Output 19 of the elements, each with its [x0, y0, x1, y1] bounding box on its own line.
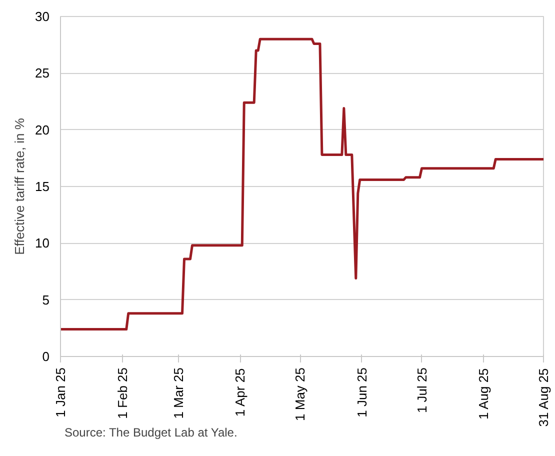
y-tick-label: 15: [35, 179, 50, 194]
x-tick-label: 31 Aug 25: [536, 368, 551, 427]
y-axis-title: Effective tariff rate, in %: [12, 118, 28, 255]
x-tick-label: 1 Jul 25: [414, 367, 430, 414]
source-note: Source: The Budget Lab at Yale.: [64, 426, 238, 440]
line-series: [60, 38, 544, 331]
y-tick-label: 5: [42, 292, 50, 308]
x-tick-label: 1 Jun 25: [354, 368, 370, 418]
y-tick-label: 20: [35, 122, 50, 138]
x-tick-label: 1 Jan 25: [53, 368, 68, 418]
y-tick-label: 25: [35, 66, 50, 81]
y-tick-label: 10: [35, 236, 50, 251]
y-tick-label: 0: [42, 349, 50, 364]
x-tick-label: 1 Feb 25: [114, 367, 130, 419]
x-tick-label: 1 May 25: [292, 367, 308, 421]
x-tick-label: 1 Apr 25: [232, 368, 248, 417]
y-tick-label: 30: [35, 9, 50, 24]
x-tick-label: 1 Aug 25: [476, 368, 492, 420]
x-tick-label: 1 Mar 25: [170, 367, 186, 419]
